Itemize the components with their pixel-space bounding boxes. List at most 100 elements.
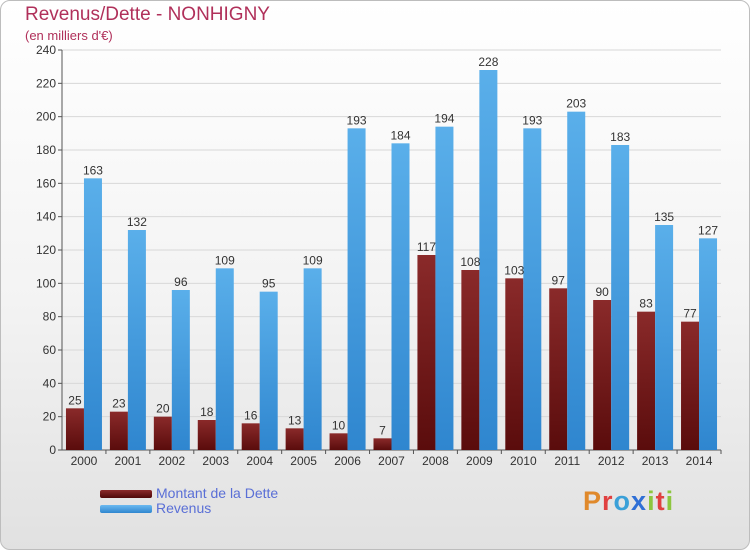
revenue-bar-value-label: 96 (174, 275, 188, 289)
debt-bar-value-label: 90 (595, 285, 609, 299)
x-tick-label: 2009 (466, 454, 493, 468)
debt-bar-value-label: 25 (68, 393, 82, 407)
revenue-bar (127, 230, 146, 450)
logo-letter: i (665, 486, 675, 516)
revenue-bar (215, 268, 234, 450)
revenue-bar (523, 128, 542, 451)
debt-bar-value-label: 117 (417, 240, 436, 254)
x-tick-label: 2008 (422, 454, 449, 468)
revenue-bar-value-label: 183 (610, 130, 630, 144)
debt-bar-value-label: 97 (552, 273, 566, 287)
proxiti-logo: Proxiti (583, 486, 674, 517)
revenue-bar-value-label: 163 (83, 163, 103, 177)
revenue-bar (391, 143, 410, 451)
debt-bar (417, 255, 436, 450)
debt-bar-value-label: 7 (379, 423, 386, 437)
y-tick-label: 200 (36, 110, 56, 124)
debt-bar-value-label: 10 (332, 418, 346, 432)
debt-bar (549, 288, 568, 450)
debt-bar (241, 423, 260, 450)
revenue-bar-value-label: 194 (434, 112, 454, 126)
y-tick-label: 60 (43, 343, 57, 357)
chart-unit-subtitle: (en milliers d'€) (25, 28, 113, 43)
y-tick-label: 180 (36, 143, 56, 157)
x-tick-label: 2005 (290, 454, 317, 468)
revenue-bar (83, 178, 102, 451)
x-tick-label: 2013 (642, 454, 669, 468)
x-tick-label: 2012 (598, 454, 625, 468)
revenue-bar (259, 291, 278, 450)
y-tick-label: 220 (36, 76, 56, 90)
debt-bar-value-label: 20 (156, 402, 170, 416)
debt-bar-value-label: 83 (639, 297, 653, 311)
legend-label-debt: Montant de la Dette (156, 485, 279, 501)
revenue-bar (699, 238, 718, 450)
x-tick-label: 2011 (554, 454, 580, 468)
x-tick-label: 2007 (378, 454, 405, 468)
logo-letter: P (583, 486, 603, 516)
revenue-bar-value-label: 109 (303, 253, 323, 267)
x-tick-label: 2014 (686, 454, 713, 468)
debt-bar (329, 433, 348, 450)
legend-label-revenue: Revenus (156, 500, 212, 516)
legend-swatch-revenue (100, 505, 152, 513)
debt-bar (373, 438, 392, 450)
debt-bar (637, 311, 656, 450)
revenue-bar (303, 268, 322, 450)
bars (65, 70, 718, 451)
revenue-bar-value-label: 95 (262, 277, 276, 291)
debt-bar (65, 408, 84, 450)
debt-bar-value-label: 103 (504, 263, 524, 277)
x-tick-label: 2010 (510, 454, 537, 468)
y-tick-label: 40 (43, 376, 57, 390)
debt-bar-value-label: 16 (244, 408, 258, 422)
data-labels: 25 23 20 18 16 13 10 7 117 108 103 97 90 83 77 163 132 96… (68, 55, 718, 437)
y-tick-label: 160 (36, 176, 56, 190)
x-tick-label: 2001 (115, 454, 142, 468)
y-tick-label: 240 (36, 43, 56, 57)
debt-bar-value-label: 13 (288, 413, 302, 427)
x-tick-label: 2003 (202, 454, 229, 468)
debt-bar (461, 270, 480, 450)
x-tick-label: 2000 (71, 454, 98, 468)
logo-letter: i (647, 486, 656, 516)
x-tick-label: 2004 (246, 454, 273, 468)
logo-letter: t (655, 486, 666, 516)
debt-bar (681, 321, 700, 450)
y-tick-label: 0 (49, 443, 56, 457)
logo-letter: x (631, 486, 648, 516)
legend-swatch-debt (100, 490, 152, 498)
revenue-bar (171, 290, 190, 450)
debt-bar-value-label: 23 (112, 397, 126, 411)
y-tick-label: 100 (36, 276, 56, 290)
debt-bar-value-label: 77 (683, 307, 697, 321)
revenue-bar (567, 111, 586, 451)
chart-title: Revenus/Dette - NONHIGNY (25, 4, 270, 25)
logo-letter: o (613, 486, 632, 516)
revenue-bar (435, 126, 454, 451)
debt-bar (109, 411, 128, 450)
debt-bar (197, 420, 216, 450)
revenue-bar (347, 128, 366, 451)
debt-bar-value-label: 18 (200, 405, 214, 419)
x-tick-label: 2006 (334, 454, 361, 468)
x-tick-label: 2002 (158, 454, 185, 468)
revenue-bar-value-label: 127 (698, 223, 718, 237)
debt-bar (153, 416, 172, 450)
revenue-bar-value-label: 109 (215, 253, 235, 267)
revenue-bar-value-label: 135 (654, 210, 674, 224)
revenue-bar-value-label: 228 (478, 55, 498, 69)
revenue-bar-value-label: 193 (522, 113, 542, 127)
debt-bar-value-label: 108 (460, 255, 480, 269)
debt-bar (285, 428, 304, 450)
revenue-bar-value-label: 203 (566, 97, 586, 111)
logo-letter: r (602, 486, 614, 516)
revenue-bar-value-label: 184 (390, 128, 410, 142)
revenue-bar-value-label: 132 (127, 215, 147, 229)
y-tick-label: 20 (43, 410, 57, 424)
debt-bar (505, 278, 524, 450)
y-tick-label: 80 (43, 310, 57, 324)
revenue-bar (611, 145, 630, 450)
